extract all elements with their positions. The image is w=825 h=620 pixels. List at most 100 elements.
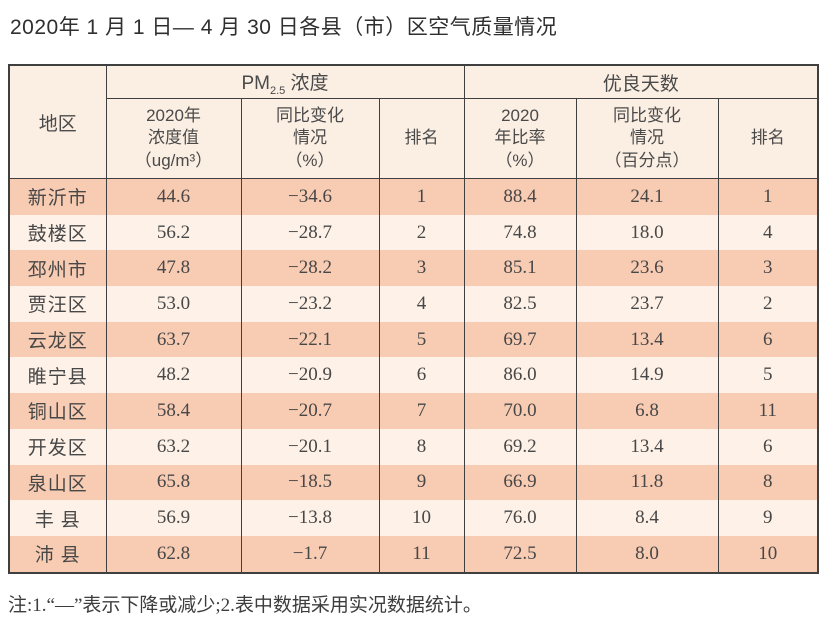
value-cell: 69.7 — [463, 321, 577, 358]
value-cell: 6 — [717, 428, 819, 465]
region-cell: 贾汪区 — [8, 286, 107, 322]
col-header-pm25-value-2020: 2020年 浓度值 （ug/m³） — [105, 98, 242, 179]
value-cell: 8.0 — [575, 535, 719, 573]
value-cell: 58.4 — [105, 393, 242, 429]
value-cell: 82.5 — [463, 286, 577, 322]
value-cell: −13.8 — [240, 500, 380, 536]
value-cell: 2 — [378, 214, 465, 251]
value-cell: 8 — [717, 464, 819, 501]
value-cell: 11 — [378, 535, 465, 573]
value-cell: 10 — [717, 535, 819, 573]
value-cell: −20.1 — [240, 428, 380, 465]
value-cell: 1 — [717, 178, 819, 215]
col-group-pm25: PM2.5 浓度 — [105, 64, 465, 99]
col-header-gooddays-ratio-2020: 2020 年比率 （%） — [463, 98, 577, 179]
value-cell: 3 — [378, 250, 465, 287]
region-cell: 开发区 — [8, 428, 107, 465]
value-cell: 23.6 — [575, 250, 719, 287]
table-row: 沛 县 62.8 −1.7 11 72.5 8.0 10 — [8, 535, 819, 573]
value-cell: −28.2 — [240, 250, 380, 287]
value-cell: 69.2 — [463, 428, 577, 465]
pm25-label-subscript: 2.5 — [269, 84, 286, 97]
value-cell: −23.2 — [240, 286, 380, 322]
pm25-label-prefix: PM — [241, 72, 270, 94]
table-row: 新沂市 44.6 −34.6 1 88.4 24.1 1 — [8, 178, 819, 215]
table-row: 云龙区 63.7 −22.1 5 69.7 13.4 6 — [8, 321, 819, 358]
table-row: 睢宁县 48.2 −20.9 6 86.0 14.9 5 — [8, 357, 819, 394]
region-cell: 丰 县 — [8, 500, 107, 536]
value-cell: 5 — [717, 357, 819, 394]
value-cell: 65.8 — [105, 464, 242, 501]
value-cell: −20.7 — [240, 393, 380, 429]
col-header-gooddays-rank: 排名 — [717, 98, 819, 179]
value-cell: −34.6 — [240, 178, 380, 215]
table-row: 丰 县 56.9 −13.8 10 76.0 8.4 9 — [8, 500, 819, 536]
value-cell: 4 — [717, 214, 819, 251]
value-cell: 5 — [378, 321, 465, 358]
page-title: 2020年 1 月 1 日— 4 月 30 日各县（市）区空气质量情况 — [10, 16, 558, 39]
region-cell: 铜山区 — [8, 393, 107, 429]
value-cell: 8 — [378, 428, 465, 465]
table-row: 邳州市 47.8 −28.2 3 85.1 23.6 3 — [8, 250, 819, 287]
col-header-pm25-rank: 排名 — [378, 98, 465, 179]
value-cell: 9 — [717, 500, 819, 536]
value-cell: 47.8 — [105, 250, 242, 287]
table-row: 泉山区 65.8 −18.5 9 66.9 11.8 8 — [8, 464, 819, 501]
value-cell: 66.9 — [463, 464, 577, 501]
region-cell: 新沂市 — [8, 178, 107, 215]
value-cell: 1 — [378, 178, 465, 215]
value-cell: 10 — [378, 500, 465, 536]
value-cell: 13.4 — [575, 428, 719, 465]
col-header-pm25-yoy-change: 同比变化 情况 （%） — [240, 98, 380, 179]
table-row: 铜山区 58.4 −20.7 7 70.0 6.8 11 — [8, 393, 819, 429]
value-cell: 63.7 — [105, 321, 242, 358]
value-cell: −28.7 — [240, 214, 380, 251]
value-cell: 13.4 — [575, 321, 719, 358]
table-row: 开发区 63.2 −20.1 8 69.2 13.4 6 — [8, 428, 819, 465]
value-cell: 6 — [717, 321, 819, 358]
value-cell: 2 — [717, 286, 819, 322]
value-cell: 18.0 — [575, 214, 719, 251]
value-cell: 4 — [378, 286, 465, 322]
value-cell: −18.5 — [240, 464, 380, 501]
value-cell: 70.0 — [463, 393, 577, 429]
value-cell: 11.8 — [575, 464, 719, 501]
value-cell: 23.7 — [575, 286, 719, 322]
value-cell: −1.7 — [240, 535, 380, 573]
value-cell: 85.1 — [463, 250, 577, 287]
value-cell: 11 — [717, 393, 819, 429]
value-cell: 7 — [378, 393, 465, 429]
value-cell: 88.4 — [463, 178, 577, 215]
value-cell: −20.9 — [240, 357, 380, 394]
value-cell: 48.2 — [105, 357, 242, 394]
value-cell: 8.4 — [575, 500, 719, 536]
value-cell: 63.2 — [105, 428, 242, 465]
value-cell: 56.2 — [105, 214, 242, 251]
table-subheader-row: 2020年 浓度值 （ug/m³） 同比变化 情况 （%） 排名 2020 年比率 （%） 同比变化… — [9, 98, 819, 179]
value-cell: 24.1 — [575, 178, 719, 215]
value-cell: 6 — [378, 357, 465, 394]
table-row: 鼓楼区 56.2 −28.7 2 74.8 18.0 4 — [8, 214, 819, 251]
value-cell: 62.8 — [105, 535, 242, 573]
footnote: 注:1.“—”表示下降或减少;2.表中数据采用实况数据统计。 — [8, 594, 482, 616]
col-header-region: 地区 — [8, 64, 107, 179]
table-body: 新沂市 44.6 −34.6 1 88.4 24.1 1 鼓楼区 56.2 −28.7 2 74.8 1… — [8, 178, 819, 573]
table-row: 贾汪区 53.0 −23.2 4 82.5 23.7 2 — [8, 286, 819, 322]
value-cell: 76.0 — [463, 500, 577, 536]
value-cell: 14.9 — [575, 357, 719, 394]
region-cell: 云龙区 — [8, 321, 107, 358]
region-cell: 泉山区 — [8, 464, 107, 501]
table-group-header-row: 地区 PM2.5 浓度 优良天数 — [8, 64, 819, 179]
pm25-label-suffix: 浓度 — [285, 72, 329, 94]
value-cell: 72.5 — [463, 535, 577, 573]
value-cell: 3 — [717, 250, 819, 287]
value-cell: 9 — [378, 464, 465, 501]
value-cell: 6.8 — [575, 393, 719, 429]
value-cell: 53.0 — [105, 286, 242, 322]
value-cell: 56.9 — [105, 500, 242, 536]
col-header-gooddays-yoy-change: 同比变化 情况 （百分点） — [575, 98, 719, 179]
value-cell: 74.8 — [463, 214, 577, 251]
value-cell: 86.0 — [463, 357, 577, 394]
region-cell: 睢宁县 — [8, 357, 107, 394]
